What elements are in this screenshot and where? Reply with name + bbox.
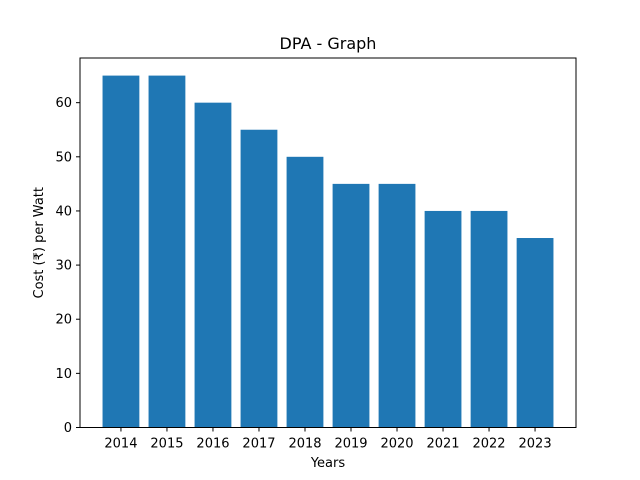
bars-layer	[102, 75, 554, 428]
bar-2020	[378, 183, 416, 428]
x-tick-label-2021: 2021	[426, 437, 459, 452]
x-tick-label-2022: 2022	[472, 437, 505, 452]
x-axis-ticks: 2014 2015 2016 2017 2018 2019 2020 2021 2022 2023	[104, 427, 552, 452]
chart-title: DPA - Graph	[280, 34, 377, 53]
bar-2015	[148, 75, 186, 428]
x-tick-label-2020: 2020	[380, 437, 413, 452]
bar-2021	[424, 210, 462, 428]
plot-frame	[79, 57, 577, 428]
y-tick-label-30: 30	[55, 259, 72, 274]
x-axis-label: Years	[310, 456, 346, 471]
x-tick-label-2016: 2016	[196, 437, 229, 452]
x-tick-label-2019: 2019	[334, 437, 367, 452]
x-tick-label-2018: 2018	[288, 437, 321, 452]
y-axis-label: Cost (₹) per Watt	[32, 187, 47, 299]
y-tick-label-60: 60	[55, 96, 72, 111]
y-tick-label-50: 50	[55, 150, 72, 165]
y-tick-label-40: 40	[55, 204, 72, 219]
x-tick-label-2017: 2017	[242, 437, 275, 452]
y-axis-ticks: 0 10 20 30 40 50 60	[55, 96, 80, 436]
x-tick-label-2015: 2015	[150, 437, 183, 452]
y-tick-label-0: 0	[64, 421, 72, 436]
x-tick-label-2014: 2014	[104, 437, 137, 452]
y-tick-label-10: 10	[55, 367, 72, 382]
y-tick-label-20: 20	[55, 313, 72, 328]
bar-2022	[470, 210, 508, 428]
bar-2023	[516, 238, 554, 428]
bar-2017	[240, 129, 278, 428]
bar-2016	[194, 102, 232, 428]
bar-2018	[286, 156, 324, 428]
x-tick-label-2023: 2023	[519, 437, 552, 452]
bar-2019	[332, 183, 370, 428]
bar-2014	[102, 75, 140, 428]
